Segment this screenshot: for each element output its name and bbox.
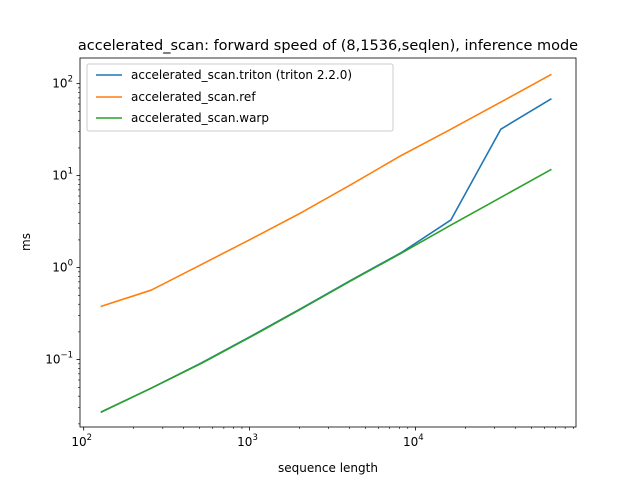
x-axis-ticks: 102 103 104 <box>71 427 574 449</box>
y-tick-label: 102 <box>52 75 73 91</box>
x-tick-label: 102 <box>71 433 92 449</box>
plot-area: 102 103 104 10−1 100 101 102 <box>45 57 577 449</box>
y-tick-label: 101 <box>52 167 73 183</box>
y-tick-label: 100 <box>52 259 73 275</box>
y-axis-ticks: 10−1 100 101 102 <box>45 75 80 425</box>
legend-item: accelerated_scan.warp <box>96 111 269 125</box>
x-tick-label: 104 <box>403 433 424 449</box>
series-line-2 <box>100 73 552 308</box>
x-axis-label: sequence length <box>278 461 378 475</box>
legend-label: accelerated_scan.warp <box>131 111 269 125</box>
chart-title: accelerated_scan: forward speed of (8,15… <box>78 38 578 54</box>
legend-label: accelerated_scan.ref <box>131 90 256 104</box>
y-tick-label: 10−1 <box>45 351 73 367</box>
legend-item: accelerated_scan.triton (triton 2.2.0) <box>96 68 352 82</box>
legend-box <box>86 63 394 132</box>
y-axis-label: ms <box>19 233 33 251</box>
axes-frame <box>79 57 577 428</box>
series-layer <box>100 73 552 413</box>
legend-label: accelerated_scan.triton (triton 2.2.0) <box>131 68 352 82</box>
x-tick-label: 103 <box>237 433 258 449</box>
legend: accelerated_scan.triton (triton 2.2.0) a… <box>86 63 394 132</box>
series-line-3 <box>100 168 552 413</box>
legend-item: accelerated_scan.ref <box>96 90 256 104</box>
